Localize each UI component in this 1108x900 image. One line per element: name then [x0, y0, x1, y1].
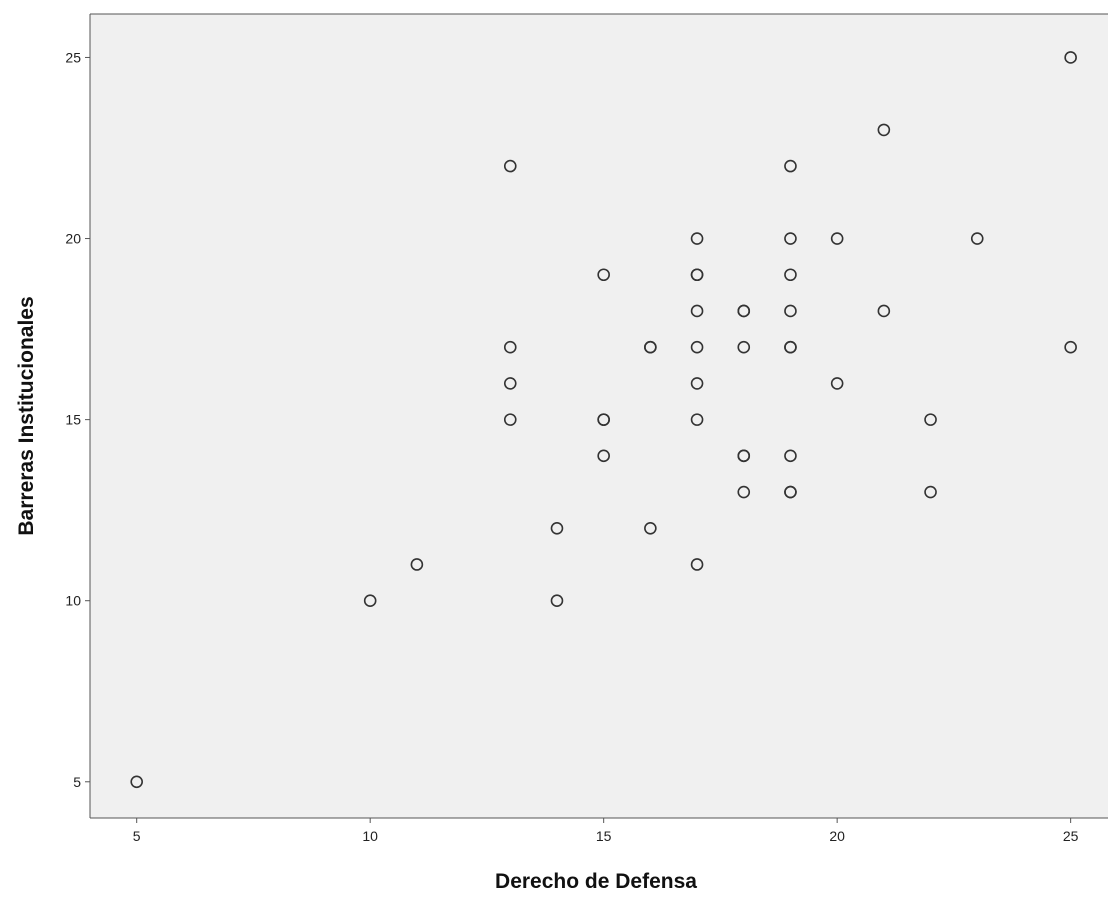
scatter-point: [503, 340, 517, 354]
scatter-point: [1064, 340, 1077, 354]
x-tick-label: 20: [829, 828, 845, 844]
scatter-point: [737, 449, 751, 463]
scatter-point: [503, 377, 517, 390]
y-tick-label: 20: [65, 231, 81, 247]
scatter-point: [830, 232, 844, 245]
scatter-point: [503, 413, 517, 426]
scatter-point: [644, 521, 657, 535]
scatter-point: [784, 159, 797, 173]
y-axis-title: Barreras Institucionales: [15, 296, 38, 535]
scatter-point: [970, 232, 984, 245]
scatter-point: [363, 594, 377, 608]
scatter-point: [784, 268, 797, 282]
scatter-point: [924, 413, 937, 426]
scatter-point: [877, 304, 891, 318]
scatter-point: [597, 268, 610, 282]
x-tick-label: 10: [362, 828, 378, 844]
x-tick-label: 15: [596, 828, 612, 844]
scatter-point: [550, 594, 564, 608]
x-tick-label: 5: [133, 828, 141, 844]
scatter-point: [644, 340, 657, 354]
scatter-point: [550, 521, 564, 535]
scatter-point: [410, 558, 424, 571]
scatter-point: [597, 413, 610, 426]
scatter-point: [924, 485, 937, 499]
x-axis-ticks: 5 10 15 20 25: [133, 818, 1079, 844]
scatter-point: [690, 304, 704, 318]
scatter-point: [503, 159, 517, 173]
scatter-point: [690, 377, 704, 390]
scatter-point: [784, 340, 797, 354]
scatter-point: [830, 377, 844, 390]
y-tick-label: 5: [73, 774, 81, 790]
scatter-point: [784, 485, 797, 499]
scatter-point: [690, 232, 704, 245]
scatter-point: [690, 268, 704, 282]
y-tick-label: 15: [65, 412, 81, 428]
scatter-point: [784, 232, 797, 245]
scatter-point: [1064, 51, 1077, 64]
scatter-point: [784, 304, 797, 318]
y-tick-label: 10: [65, 593, 81, 609]
scatter-point: [130, 775, 143, 789]
scatter-point: [877, 123, 891, 137]
scatter-point: [737, 340, 751, 354]
x-axis-title: Derecho de Defensa: [495, 870, 697, 893]
scatter-point: [690, 340, 704, 354]
x-tick-label: 25: [1063, 828, 1079, 844]
scatter-point: [737, 304, 751, 318]
scatter-point: [690, 558, 704, 571]
scatter-point: [690, 413, 704, 426]
y-tick-label: 25: [65, 49, 81, 65]
scatter-point: [784, 449, 797, 463]
scatter-point: [737, 485, 751, 499]
scatter-point: [597, 449, 610, 463]
y-axis-ticks: 5 10 15 20 25: [65, 49, 90, 790]
scatter-points: [130, 51, 1077, 789]
